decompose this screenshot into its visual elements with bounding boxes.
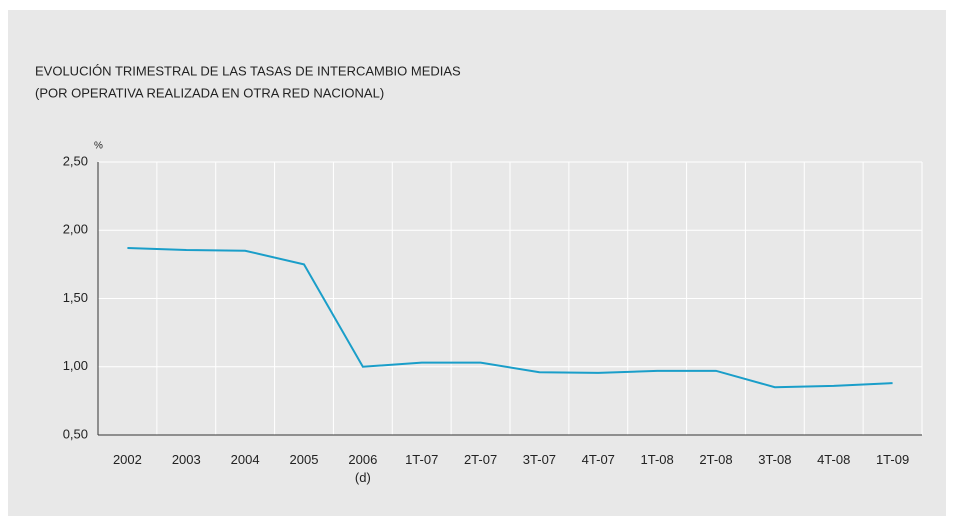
- x-tick-label: 4T-07: [581, 452, 615, 467]
- x-tick-label: 2005: [289, 452, 319, 467]
- y-tick-label: 0,50: [63, 426, 88, 441]
- y-tick-label: 2,50: [63, 153, 88, 168]
- x-tick-label: 4T-08: [817, 452, 851, 467]
- y-axis-label: %: [94, 141, 103, 152]
- y-tick-label: 1,00: [63, 358, 88, 373]
- x-tick-label: 2T-08: [699, 452, 733, 467]
- x-tick-label: 2002: [112, 452, 142, 467]
- x-tick-label: 1T-09: [875, 452, 910, 467]
- x-tick-label: 3T-08: [758, 452, 792, 467]
- x-tick-label: 2006 (d): [348, 452, 378, 485]
- y-tick-label: 2,00: [63, 222, 88, 237]
- x-tick-label: 3T-07: [522, 452, 557, 467]
- x-tick-label: 2T-07: [463, 452, 498, 467]
- panel: [8, 10, 946, 516]
- x-tick-label: 2003: [171, 452, 201, 467]
- chart-subtitle: (POR OPERATIVA REALIZADA EN OTRA RED NAC…: [35, 85, 384, 100]
- y-tick-label: 1,50: [63, 290, 88, 305]
- chart-title: EVOLUCIÓN TRIMESTRAL DE LAS TASAS DE INT…: [35, 63, 461, 78]
- x-tick-label: 1T-08: [640, 452, 674, 467]
- x-tick-label: 1T-07: [405, 452, 439, 467]
- x-tick-label: 2004: [230, 452, 260, 467]
- line-series: [127, 246, 893, 389]
